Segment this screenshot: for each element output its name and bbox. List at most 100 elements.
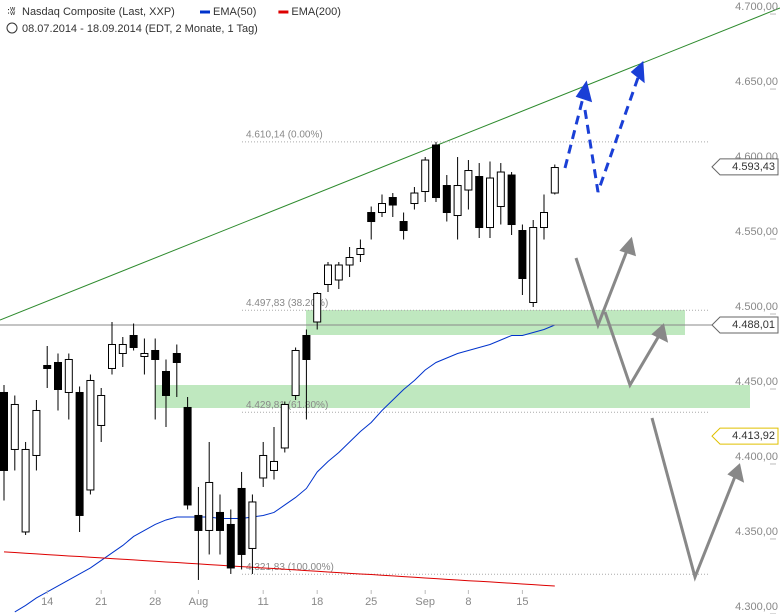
candle-body — [464, 170, 473, 191]
trend-line — [0, 7, 780, 321]
candle-body — [162, 370, 170, 396]
x-tick-label: 11 — [257, 596, 268, 608]
candle-body — [237, 487, 246, 555]
candle-body — [248, 501, 257, 549]
fib-label: 4.497,83 (38.20%) — [246, 298, 328, 309]
fib-label: 4.610,14 (0.00%) — [246, 129, 323, 140]
x-tick-label: 21 — [95, 596, 107, 608]
x-tick-label: Aug — [189, 596, 209, 608]
arrow — [563, 89, 587, 169]
arrowhead — [727, 463, 745, 483]
x-tick-label: 8 — [465, 596, 471, 608]
arrow — [603, 311, 662, 389]
candle-body — [270, 460, 278, 471]
candle-body — [475, 176, 484, 229]
candle-body — [442, 185, 451, 214]
candle-body — [108, 343, 116, 369]
arrowhead — [619, 236, 637, 257]
candle-body — [32, 409, 41, 456]
arrowhead — [630, 60, 645, 84]
candle-body — [194, 514, 203, 531]
subtitle: 08.07.2014 - 18.09.2014 (EDT, 2 Monate, … — [22, 23, 258, 35]
candle-body — [507, 174, 516, 226]
price-tag — [711, 316, 779, 334]
candle-body — [324, 264, 332, 286]
x-tick-label: 14 — [41, 596, 53, 608]
candle-body — [21, 448, 30, 533]
fib-label: 4.321,83 (100.00%) — [246, 562, 334, 573]
candle-body — [399, 221, 408, 232]
arrow — [574, 247, 630, 330]
candle-body — [421, 159, 430, 193]
candle-body — [378, 203, 386, 214]
candle-body — [129, 334, 138, 348]
x-tick-label: 28 — [149, 596, 161, 608]
y-tick-label: 4.550,00 — [735, 226, 778, 238]
ema-line — [3, 551, 555, 587]
y-tick-label: 4.450,00 — [735, 376, 778, 388]
candle-body — [529, 227, 538, 304]
candle-body — [64, 358, 73, 393]
y-tick-label: 4.350,00 — [735, 526, 778, 538]
icon: ꞉ʬ — [7, 6, 16, 18]
header: ꞉ʬ Nasdaq Composite (Last, XXP) 08.07.20… — [6, 6, 258, 35]
candle-body — [518, 230, 527, 280]
x-tick-label: 18 — [311, 596, 323, 608]
candle-body — [118, 343, 127, 354]
candle-body — [216, 511, 224, 531]
y-tick-label: 4.300,00 — [735, 601, 778, 613]
arrow — [583, 71, 642, 193]
candle-body — [432, 144, 440, 199]
candle-body — [367, 212, 376, 223]
candle-body — [54, 361, 62, 390]
y-tick-label: 4.400,00 — [735, 451, 778, 463]
candle-body — [486, 177, 494, 229]
y-tick-label: 4.650,00 — [735, 76, 778, 88]
scenario-arrows — [563, 60, 745, 582]
price-tag — [711, 427, 779, 445]
price-label: 4.413,92 — [732, 430, 775, 442]
y-tick-label: 4.700,00 — [735, 1, 778, 13]
x-tick-label: 15 — [516, 596, 528, 608]
clock-icon — [6, 22, 18, 34]
candle-body — [86, 379, 95, 491]
price-tag — [711, 158, 779, 176]
candle-body — [259, 454, 268, 479]
candle-body — [388, 197, 397, 206]
plot: 4.610,14 (0.00%)4.497,83 (38.20%)4.429,8… — [0, 129, 712, 613]
candle-body — [43, 364, 52, 369]
candle-body — [345, 257, 354, 266]
candle-body — [226, 523, 235, 569]
candle-body — [75, 391, 84, 516]
candle-body — [183, 406, 192, 506]
candle-body — [280, 403, 289, 449]
candle-body — [334, 264, 343, 281]
candle-body — [0, 391, 8, 471]
candle-body — [291, 349, 300, 396]
arrow — [650, 417, 738, 582]
candle-body — [540, 212, 548, 229]
candle-body — [10, 403, 19, 450]
candle-body — [356, 248, 365, 256]
arrowhead — [575, 80, 593, 103]
x-tick-label: 25 — [365, 596, 377, 608]
candle-body — [550, 167, 559, 194]
price-label: 4.488,01 — [732, 319, 775, 331]
arrowhead — [651, 323, 669, 343]
candle-body — [313, 293, 322, 323]
candle-body — [205, 481, 214, 531]
zones — [155, 310, 750, 408]
price-label: 4.593,43 — [732, 161, 775, 173]
candle-body — [453, 185, 462, 217]
candle-body — [151, 349, 160, 360]
candle-body — [410, 192, 419, 205]
legend-label: EMA(200) — [291, 6, 341, 18]
chart-title: Nasdaq Composite (Last, XXP) — [22, 6, 175, 18]
support-zone — [306, 310, 685, 335]
y-tick-label: 4.500,00 — [735, 301, 778, 313]
candle-body — [97, 394, 106, 426]
candle-body — [496, 171, 505, 208]
candle-body — [302, 334, 311, 360]
